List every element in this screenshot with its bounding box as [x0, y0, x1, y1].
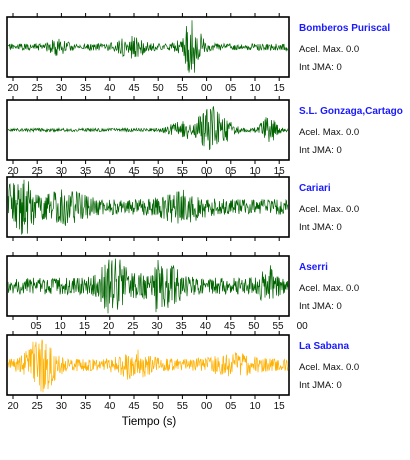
time-tick-label: 50: [152, 83, 164, 94]
int-jma-value: Int JMA: 0: [299, 380, 342, 391]
station-name: Cariari: [299, 183, 331, 194]
time-tick-label: 30: [55, 166, 67, 177]
time-tick-label: 45: [128, 166, 140, 177]
time-tick-label: 35: [80, 401, 92, 412]
time-tick-label: 05: [30, 321, 42, 332]
time-tick-label: 20: [103, 321, 115, 332]
time-tick-label: 15: [273, 83, 285, 94]
time-tick-label: 00: [201, 401, 213, 412]
station-panel: [6, 252, 290, 320]
station-name: La Sabana: [299, 341, 350, 352]
time-tick-label: 45: [224, 321, 236, 332]
time-tick-label: 50: [248, 321, 260, 332]
time-tick-label: 00: [201, 166, 213, 177]
time-tick-label: 20: [7, 401, 19, 412]
time-tick-label: 25: [31, 401, 43, 412]
time-tick-label: 20: [7, 83, 19, 94]
acel-max-value: Acel. Max. 0.0: [299, 362, 360, 373]
time-tick-label: 05: [225, 401, 237, 412]
x-axis-title: Tiempo (s): [121, 416, 177, 428]
time-tick-label: 55: [176, 401, 188, 412]
time-tick-label: 35: [80, 83, 92, 94]
time-tick-label: 25: [127, 321, 139, 332]
time-tick-label: 55: [176, 83, 188, 94]
time-tick-label: 25: [31, 83, 43, 94]
time-tick-label: 50: [152, 401, 164, 412]
time-tick-label: 00: [201, 83, 213, 94]
panel-frame: [6, 99, 290, 161]
time-tick-label: 30: [55, 83, 67, 94]
time-tick-label: 35: [80, 166, 92, 177]
time-tick-label: 10: [249, 83, 261, 94]
time-tick-label: 00: [296, 321, 308, 332]
station-name: Aserri: [299, 262, 328, 273]
time-tick-label: 45: [128, 83, 140, 94]
acel-max-value: Acel. Max. 0.0: [299, 204, 360, 215]
time-tick-label: 50: [152, 166, 164, 177]
station-panel: [6, 13, 290, 81]
acel-max-value: Acel. Max. 0.0: [299, 283, 360, 294]
time-tick-label: 15: [273, 401, 285, 412]
time-tick-label: 25: [31, 166, 43, 177]
panel-frame: [6, 255, 290, 317]
time-tick-label: 05: [225, 83, 237, 94]
time-tick-label: 35: [175, 321, 187, 332]
station-panel: [6, 173, 290, 241]
time-tick-label: 40: [104, 83, 116, 94]
int-jma-value: Int JMA: 0: [299, 145, 342, 156]
time-tick-label: 15: [78, 321, 90, 332]
time-tick-label: 10: [249, 401, 261, 412]
time-tick-label: 30: [151, 321, 163, 332]
int-jma-value: Int JMA: 0: [299, 62, 342, 73]
waveform-trace: [7, 106, 289, 151]
station-name: Bomberos Puriscal: [299, 23, 391, 34]
time-tick-label: 10: [249, 166, 261, 177]
int-jma-value: Int JMA: 0: [299, 222, 342, 233]
time-tick-label: 55: [272, 321, 284, 332]
waveform-trace: [7, 20, 289, 73]
acel-max-value: Acel. Max. 0.0: [299, 44, 360, 55]
time-tick-label: 20: [7, 166, 19, 177]
waveform-trace: [7, 339, 289, 393]
station-name: S.L. Gonzaga,Cartago: [299, 106, 403, 117]
time-tick-label: 05: [225, 166, 237, 177]
time-tick-label: 30: [55, 401, 67, 412]
acel-max-value: Acel. Max. 0.0: [299, 127, 360, 138]
time-tick-label: 40: [199, 321, 211, 332]
panel-frame: [6, 16, 290, 78]
station-panel: [6, 96, 290, 164]
station-panel: [6, 331, 290, 399]
panel-frame: [6, 176, 290, 238]
time-tick-label: 40: [104, 401, 116, 412]
time-tick-label: 15: [273, 166, 285, 177]
time-tick-label: 55: [176, 166, 188, 177]
panel-frame: [6, 334, 290, 396]
waveform-trace: [7, 258, 289, 314]
int-jma-value: Int JMA: 0: [299, 301, 342, 312]
time-tick-label: 45: [128, 401, 140, 412]
time-tick-label: 40: [104, 166, 116, 177]
waveform-trace: [7, 179, 289, 235]
time-tick-label: 10: [54, 321, 66, 332]
